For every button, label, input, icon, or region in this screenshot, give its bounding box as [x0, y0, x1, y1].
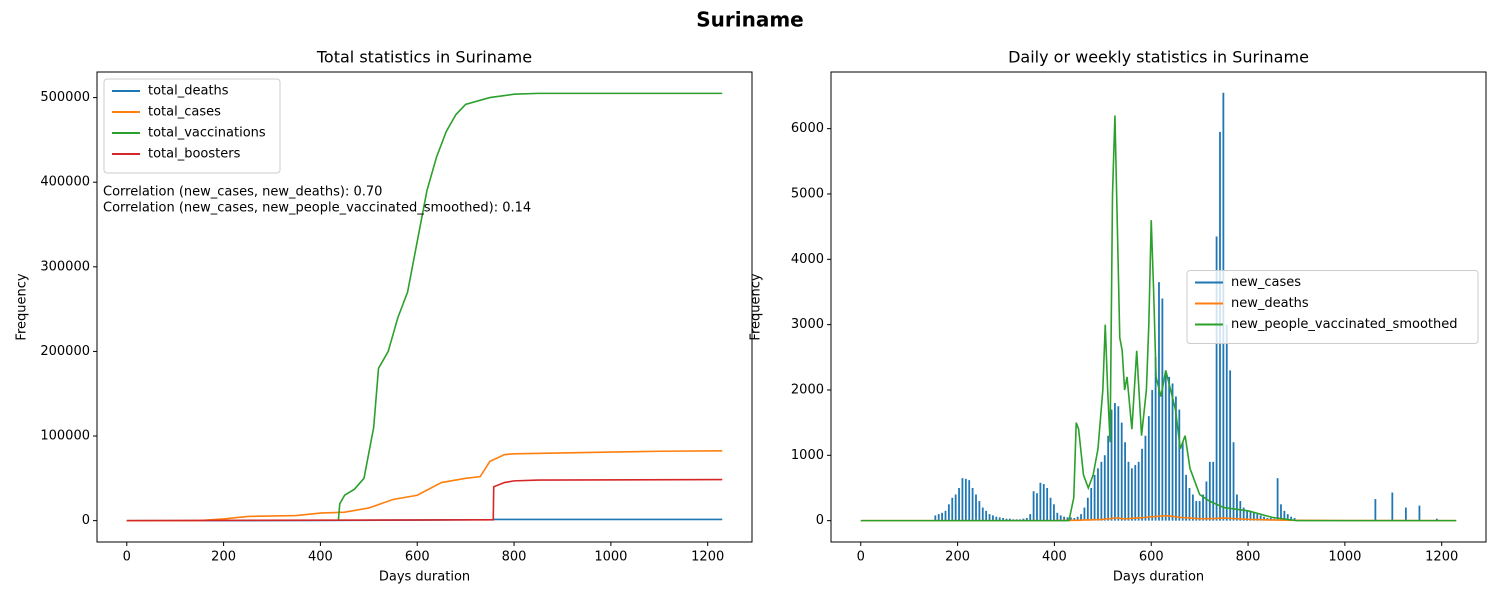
- y-tick-label: 400000: [40, 175, 90, 190]
- y-tick-label: 5000: [791, 186, 824, 201]
- axes-frame: [830, 71, 1487, 543]
- x-tick-label: 400: [308, 550, 333, 565]
- legend-box: [1186, 270, 1479, 344]
- y-tick-label: 200000: [40, 344, 90, 359]
- y-tick-label: 4000: [791, 252, 824, 267]
- y-tick-label: 0: [82, 513, 90, 528]
- y-axis-label: Frequency: [749, 273, 764, 340]
- x-tick-label: 200: [945, 550, 970, 565]
- series-line: [337, 92, 723, 521]
- legend-label: new_people_vaccinated_smoothed: [1231, 317, 1457, 332]
- x-tick-label: 1000: [1328, 550, 1361, 565]
- x-tick-label: 800: [1236, 550, 1261, 565]
- plot-area: [860, 92, 1457, 522]
- series-line: [126, 478, 723, 522]
- x-tick-label: 1000: [594, 550, 627, 565]
- x-tick-label: 400: [1042, 550, 1067, 565]
- x-axis-label: Days duration: [379, 570, 470, 585]
- annotation: Correlation (new_cases, new_deaths): 0.7…: [103, 185, 382, 200]
- x-tick-label: 1200: [691, 550, 724, 565]
- legend-label: total_cases: [148, 105, 221, 120]
- series-line: [126, 450, 723, 522]
- legend-label: new_deaths: [1231, 296, 1309, 311]
- y-tick-label: 0: [816, 513, 824, 528]
- series-line: [860, 514, 1457, 522]
- axes-title: Daily or weekly statistics in Suriname: [1008, 48, 1309, 67]
- x-tick-label: 200: [211, 550, 236, 565]
- x-tick-label: 600: [405, 550, 430, 565]
- legend-label: total_vaccinations: [148, 126, 266, 141]
- legend-label: total_boosters: [148, 147, 241, 162]
- legend-label: new_cases: [1231, 275, 1301, 290]
- x-axis-label: Days duration: [1113, 570, 1204, 585]
- x-tick-label: 0: [857, 550, 865, 565]
- x-tick-label: 600: [1139, 550, 1164, 565]
- y-tick-label: 500000: [40, 90, 90, 105]
- annotation: Correlation (new_cases, new_people_vacci…: [103, 201, 531, 216]
- axes-frame: [96, 71, 753, 543]
- series-line: [860, 115, 1457, 522]
- y-tick-label: 1000: [791, 448, 824, 463]
- x-tick-label: 1200: [1425, 550, 1458, 565]
- y-tick-label: 100000: [40, 429, 90, 444]
- x-tick-label: 0: [123, 550, 131, 565]
- x-tick-label: 800: [502, 550, 527, 565]
- figure-title: Suriname: [696, 8, 804, 32]
- plot-area: [126, 92, 723, 522]
- y-axis-label: Frequency: [15, 273, 30, 340]
- y-tick-label: 300000: [40, 259, 90, 274]
- legend-label: total_deaths: [148, 84, 229, 99]
- y-tick-label: 2000: [791, 382, 824, 397]
- y-tick-label: 6000: [791, 121, 824, 136]
- axes-title: Total statistics in Suriname: [316, 48, 532, 67]
- y-tick-label: 3000: [791, 317, 824, 332]
- legend-box: [103, 78, 281, 174]
